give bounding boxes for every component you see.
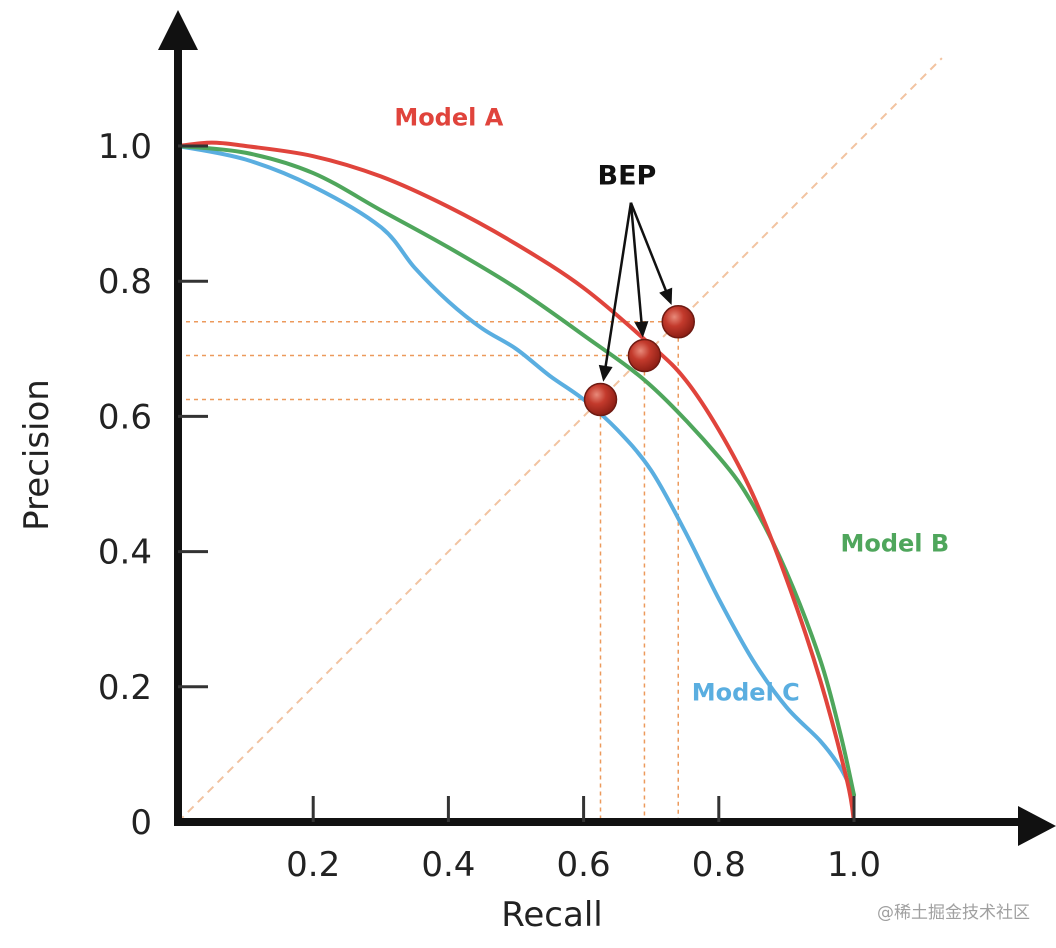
bep-point-model-b (627, 338, 662, 373)
y-axis-arrowhead (158, 10, 198, 50)
series-label-model-b: Model B (840, 530, 949, 558)
bep-arrow-model-c (603, 202, 633, 371)
x-tick-label: 1.0 (827, 845, 881, 885)
axes-layer (158, 10, 1056, 846)
bep-points-layer (583, 305, 695, 417)
y-tick-label: 0.2 (98, 668, 152, 708)
reference-diagonal-layer (177, 57, 943, 823)
tick-labels-layer: 0.2 0.4 0.6 0.8 1.0 0 0.2 0.4 0.6 0.8 1.0 (98, 127, 881, 885)
y-tick-label: 0.6 (98, 397, 152, 437)
bep-guide-lines-layer (178, 321, 679, 822)
series-label-model-a: Model A (394, 104, 503, 132)
x-tick-label: 0.2 (286, 845, 340, 885)
bep-arrow-model-a (629, 202, 669, 295)
bep-annotation-layer: BEP (598, 161, 673, 382)
series-lines-layer (176, 140, 856, 824)
series-label-model-c: Model C (692, 678, 800, 706)
series-line-model-b (176, 144, 856, 797)
y-tick-label: 0.4 (98, 533, 152, 573)
x-axis-arrowhead (1018, 806, 1056, 846)
bep-arrow-model-b (629, 202, 644, 326)
y-tick-label: 0 (130, 803, 152, 843)
x-tick-label: 0.6 (557, 845, 611, 885)
x-tick-label: 0.4 (421, 845, 475, 885)
bep-arrowhead-model-c (598, 364, 613, 382)
series-line-model-c (176, 144, 856, 797)
reference-diagonal-line (177, 57, 943, 823)
bep-arrowhead-model-b (634, 321, 649, 338)
bep-point-model-c (583, 382, 618, 417)
y-tick-label: 1.0 (98, 127, 152, 167)
bep-annotation-label: BEP (598, 161, 657, 192)
series-line-model-a (176, 140, 856, 824)
series-labels-layer: Model A Model B Model C (394, 104, 949, 707)
x-tick-label: 0.8 (692, 845, 746, 885)
bep-arrowhead-model-a (659, 287, 673, 306)
watermark-text: @稀土掘金技术社区 (877, 903, 1030, 923)
bep-point-model-a (661, 305, 695, 339)
y-axis-title: Precision (17, 379, 57, 531)
x-axis-title: Recall (501, 895, 602, 935)
y-tick-label: 0.8 (98, 262, 152, 302)
